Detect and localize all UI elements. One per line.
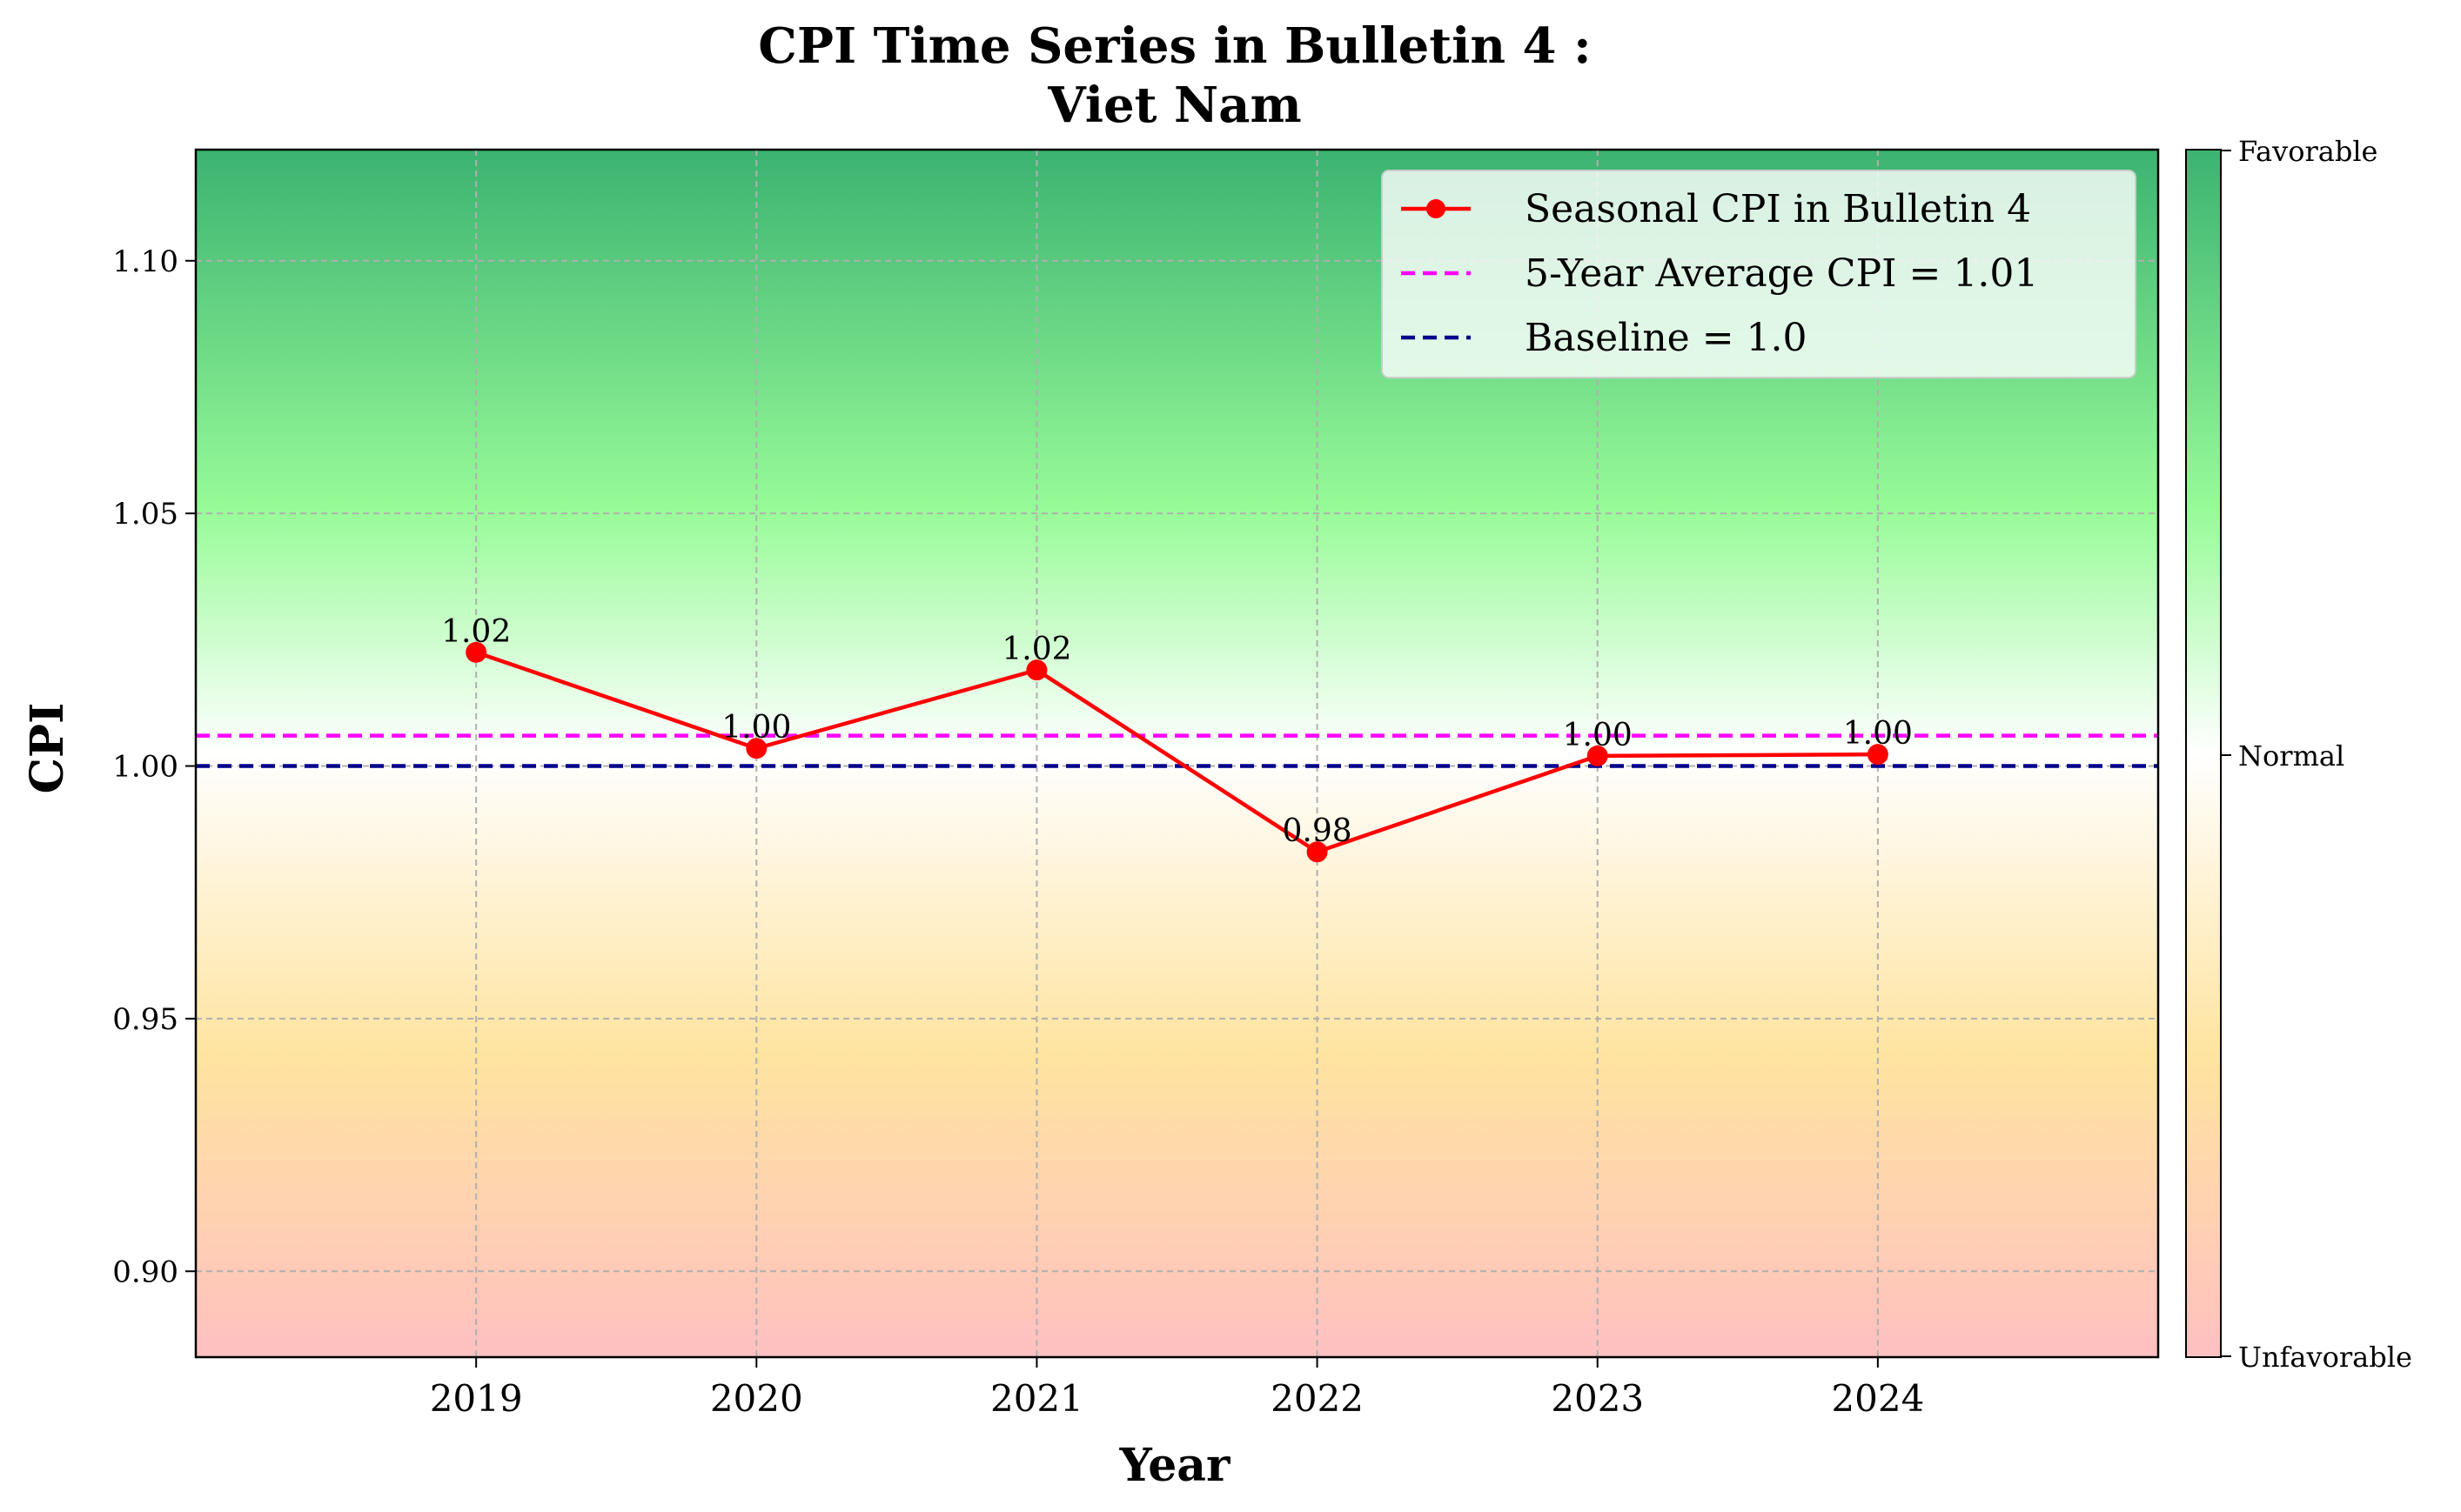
x-tick-label: 2023 [1551, 1377, 1644, 1420]
chart-title-line1: CPI Time Series in Bulletin 4 : [758, 17, 1591, 75]
colorbar-label-favorable: Favorable [2238, 135, 2377, 168]
x-axis-label: Year [1119, 1439, 1230, 1492]
data-point [746, 738, 768, 759]
legend-average-label: 5-Year Average CPI = 1.01 [1525, 251, 2038, 296]
colorbar-label-normal: Normal [2238, 739, 2344, 773]
data-label: 1.02 [1002, 632, 1071, 667]
y-tick-label: 1.00 [112, 750, 178, 785]
data-label: 0.98 [1282, 813, 1351, 849]
chart-title-line2: Viet Nam [1047, 77, 1301, 134]
y-tick-label: 0.90 [112, 1254, 178, 1289]
data-point [466, 641, 487, 663]
reference-lines [196, 733, 2158, 768]
colorbar-scale [2185, 149, 2222, 1358]
data-label: 1.00 [1843, 716, 1913, 752]
legend-series-marker [1426, 199, 1445, 218]
data-point [1026, 659, 1048, 681]
x-tick-label: 2020 [710, 1377, 803, 1420]
series-line [475, 650, 1878, 854]
legend: Seasonal CPI in Bulletin 4 5-Year Averag… [1381, 170, 2136, 378]
x-tick-label: 2022 [1271, 1377, 1364, 1420]
x-tick-label: 2019 [430, 1377, 523, 1420]
y-tick-label: 1.10 [112, 244, 178, 279]
legend-series-label: Seasonal CPI in Bulletin 4 [1525, 187, 2031, 231]
data-point [1586, 745, 1608, 766]
x-tick-label: 2021 [990, 1377, 1083, 1420]
x-tick-label: 2024 [1831, 1377, 1924, 1420]
x-ticks: 2019 2020 2021 2022 2023 2024 [430, 1357, 1924, 1420]
legend-baseline-label: Baseline = 1.0 [1525, 316, 1807, 360]
data-point [1867, 744, 1888, 766]
data-point [1306, 841, 1328, 863]
colorbar-label-unfavorable: Unfavorable [2238, 1341, 2412, 1374]
series-layer: 1.02 1.00 1.02 0.98 1.00 1.00 [441, 614, 1913, 863]
legend-box [1381, 170, 2136, 378]
plot-frame [194, 148, 2160, 1359]
y-tick-label: 1.05 [112, 497, 178, 532]
colorbar: Favorable Normal Unfavorable [2185, 135, 2412, 1374]
y-tick-label: 0.95 [112, 1002, 178, 1037]
y-ticks: 0.90 0.95 1.00 1.05 1.10 [112, 244, 196, 1289]
data-label: 1.02 [441, 614, 511, 650]
y-axis-label: CPI [21, 703, 74, 794]
data-label: 1.00 [1563, 718, 1633, 753]
data-label: 1.00 [721, 710, 791, 746]
